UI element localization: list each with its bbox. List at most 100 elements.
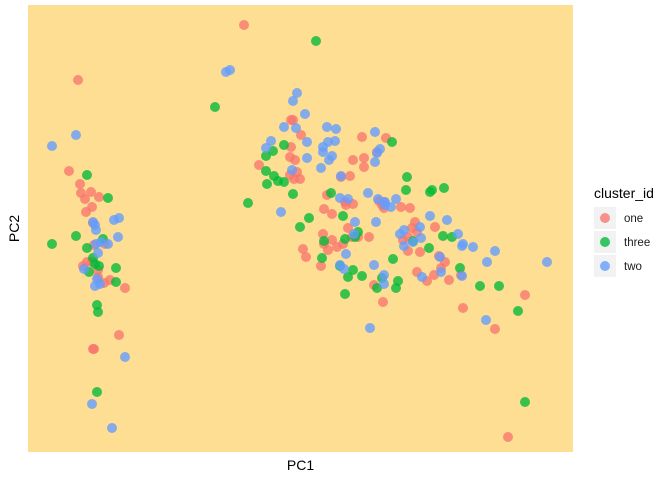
point-two-71 (302, 153, 312, 163)
legend-item-one: one (594, 207, 643, 229)
point-three-51 (326, 188, 336, 198)
point-two-80 (453, 229, 463, 239)
point-three-7 (71, 231, 81, 241)
point-two-41 (370, 127, 380, 137)
point-two-56 (542, 257, 552, 267)
point-one-26 (288, 115, 298, 125)
point-three-23 (288, 189, 298, 199)
point-one-67 (490, 324, 500, 334)
point-two-32 (316, 163, 326, 173)
point-two-59 (436, 267, 446, 277)
point-one-55 (396, 202, 406, 212)
point-two-73 (341, 249, 351, 259)
point-two-10 (91, 225, 101, 235)
point-three-42 (475, 281, 485, 291)
point-two-54 (481, 315, 491, 325)
point-three-6 (47, 239, 57, 249)
point-one-21 (120, 283, 130, 293)
point-two-69 (287, 165, 297, 175)
data-points (47, 20, 552, 442)
point-two-72 (335, 260, 345, 270)
point-two-57 (417, 272, 427, 282)
point-one-74 (298, 244, 308, 254)
point-two-79 (425, 211, 435, 221)
point-one-80 (407, 223, 417, 233)
legend-marker-three (600, 237, 610, 247)
point-two-64 (380, 200, 390, 210)
point-one-0 (239, 20, 249, 30)
point-one-44 (327, 209, 337, 219)
point-two-58 (435, 252, 445, 262)
point-two-15 (93, 248, 103, 258)
point-two-13 (79, 264, 89, 274)
point-one-3 (64, 166, 74, 176)
point-two-67 (302, 137, 312, 147)
point-two-22 (266, 136, 276, 146)
point-three-35 (424, 243, 434, 253)
point-one-22 (114, 330, 124, 340)
legend-item-two: two (594, 255, 642, 277)
point-two-31 (318, 147, 328, 157)
point-two-45 (375, 144, 385, 154)
point-three-32 (401, 185, 411, 195)
point-one-58 (415, 247, 425, 257)
point-two-50 (442, 215, 452, 225)
point-two-11 (96, 237, 106, 247)
point-one-71 (316, 261, 326, 271)
legend-marker-two (600, 261, 610, 271)
point-three-2 (82, 170, 92, 180)
point-three-53 (391, 283, 401, 293)
legend-items: one three two (594, 207, 650, 277)
point-two-49 (415, 222, 425, 232)
point-three-59 (317, 253, 327, 263)
point-one-42 (319, 204, 329, 214)
point-one-24 (88, 344, 98, 354)
point-two-40 (370, 157, 380, 167)
point-two-20 (107, 423, 117, 433)
point-two-23 (288, 96, 298, 106)
point-two-35 (336, 171, 346, 181)
point-two-76 (379, 270, 389, 280)
point-three-31 (387, 137, 397, 147)
point-two-2 (71, 130, 81, 140)
point-two-55 (482, 257, 492, 267)
point-three-18 (243, 198, 253, 208)
point-one-66 (458, 303, 468, 313)
point-two-34 (327, 151, 337, 161)
point-one-30 (296, 130, 306, 140)
point-two-38 (363, 188, 373, 198)
point-two-21 (261, 143, 271, 153)
point-two-83 (369, 260, 379, 270)
point-two-1 (225, 65, 235, 75)
point-two-12 (88, 217, 98, 227)
legend-title: cluster_id (594, 185, 654, 201)
point-three-12 (111, 277, 121, 287)
point-one-73 (301, 252, 311, 262)
point-one-1 (73, 75, 83, 85)
point-three-37 (427, 185, 437, 195)
point-one-25 (254, 160, 264, 170)
point-three-48 (261, 151, 271, 161)
point-three-21 (262, 179, 272, 189)
point-two-77 (379, 279, 389, 289)
point-three-54 (388, 254, 398, 264)
point-three-15 (93, 307, 103, 317)
point-two-25 (300, 109, 310, 119)
point-two-82 (416, 233, 426, 243)
point-two-18 (120, 352, 130, 362)
point-three-33 (402, 172, 412, 182)
point-three-44 (513, 306, 523, 316)
point-one-35 (357, 132, 367, 142)
point-three-8 (82, 243, 92, 253)
point-one-39 (345, 171, 355, 181)
point-three-1 (210, 102, 220, 112)
x-axis-title: PC1 (287, 457, 314, 473)
point-one-89 (323, 245, 333, 255)
legend-item-three: three (594, 231, 650, 253)
point-one-69 (503, 432, 513, 442)
point-three-60 (279, 140, 289, 150)
legend: cluster_id one three two (594, 185, 654, 277)
point-one-36 (359, 153, 369, 163)
point-two-60 (457, 271, 467, 281)
y-axis-title: PC2 (6, 215, 22, 242)
